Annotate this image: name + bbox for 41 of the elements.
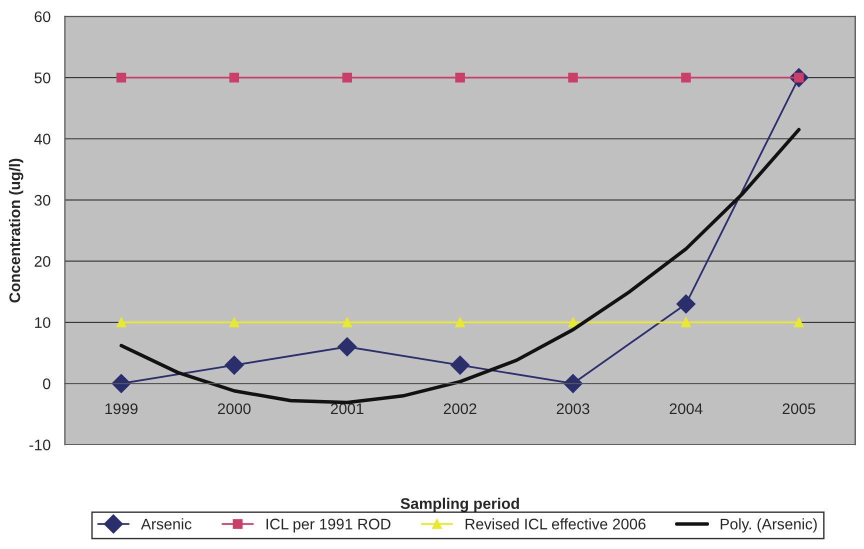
y-tick-label: -10 [30,440,50,450]
x-tick-label: 2005 [782,403,816,414]
y-tick-label: 20 [34,256,50,267]
point [676,294,696,314]
point [563,374,583,394]
point [112,374,131,394]
y-tick-label: 50 [34,72,50,84]
legend-label: Poly. (Arsenic) [720,518,817,533]
y-axis-title: Concentration (ug/l) [8,158,24,303]
point [224,356,244,375]
x-tick-label: 1999 [105,403,138,414]
point [681,317,691,328]
point [794,317,804,328]
point [116,72,126,83]
point [568,72,578,83]
point [455,72,465,83]
point [455,317,465,328]
x-tick-label: 2003 [556,403,590,414]
point [450,356,470,375]
point [342,72,352,83]
y-tick-label: 40 [34,134,50,145]
point [229,317,240,328]
x-tick-label: 2001 [330,403,364,414]
y-tick-label: 0 [43,378,50,390]
point [681,72,691,83]
legend-label: ICL per 1991 ROD [266,518,390,533]
point [568,317,578,328]
x-tick-label: 2002 [444,403,476,414]
x-tick-label: 2000 [218,403,251,414]
legend-label: Revised ICL effective 2006 [466,518,646,530]
point [338,337,357,356]
x-axis-title: Sampling period [400,498,519,512]
y-tick-label: 10 [35,317,50,328]
legend-label: Arsenic [140,518,192,530]
x-tick-label: 2004 [670,403,702,414]
y-tick-label: 60 [34,11,50,22]
point [342,317,352,328]
point [229,72,240,83]
y-tick-label: 30 [34,194,50,206]
point [116,317,126,328]
line-series [120,128,801,404]
